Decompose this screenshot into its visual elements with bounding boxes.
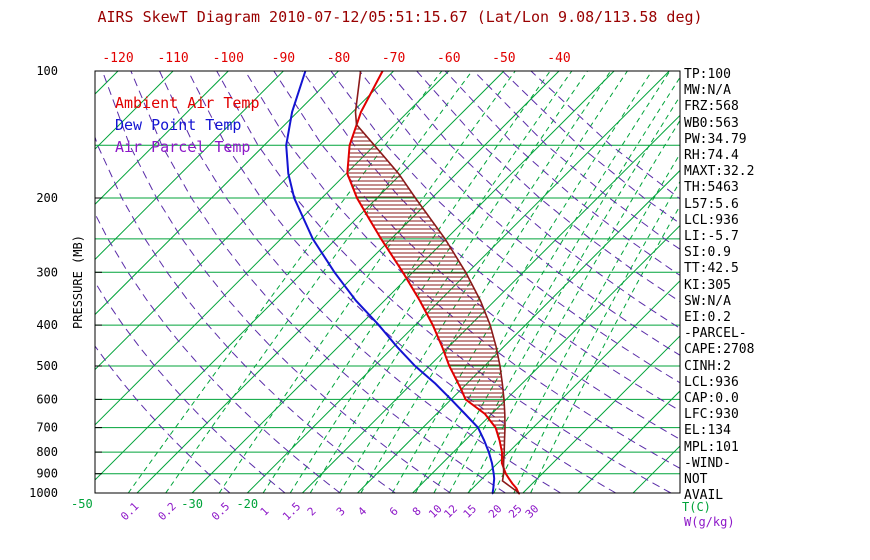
- top-temp-tick-label: -60: [437, 51, 460, 66]
- sounding-index-8: L57:5.6: [684, 196, 739, 212]
- bottom-temp-tick-labels: -50 -30 -20: [71, 497, 258, 511]
- parcel-temp-curve: [354, 70, 521, 495]
- pressure-tick-label: 300: [36, 265, 58, 279]
- sounding-index-21: LFC:930: [684, 407, 739, 423]
- dewpoint-curve: [285, 70, 496, 495]
- indices-panel: TP:100 MW:N/A FRZ:568 WB0:563 PW:34.79 RH:74.…: [684, 67, 754, 504]
- top-temp-tick-label: -80: [327, 51, 350, 66]
- mixing-ratio-tick-label: 1: [258, 505, 272, 519]
- sounding-index-6: MAXT:32.2: [684, 164, 755, 180]
- sounding-index-15: EI:0.2: [684, 310, 731, 326]
- sounding-index-7: TH:5463: [684, 180, 739, 196]
- sounding-index-5: RH:74.4: [684, 148, 739, 164]
- top-temp-tick-labels: -120 -110 -100 -90 -80 -70 -60 -50 -40: [102, 51, 570, 66]
- mixing-ratio-tick-label: 30: [523, 502, 542, 521]
- sounding-index-19: LCL:936: [684, 374, 739, 390]
- sounding-index-3: WB0:563: [684, 115, 739, 131]
- bottom-temp-tick-label: -30: [181, 497, 203, 511]
- top-temp-tick-label: -90: [272, 51, 295, 66]
- chart-title: AIRS SkewT Diagram 2010-07-12/05:51:15.6…: [97, 8, 703, 26]
- top-temp-tick-label: -50: [492, 51, 515, 66]
- sounding-index-2: FRZ:568: [684, 99, 739, 115]
- sounding-index-11: SI:0.9: [684, 245, 731, 261]
- sounding-index-20: CAP:0.0: [684, 391, 739, 407]
- ambient-temp-curve: [346, 70, 521, 495]
- sounding-index-26: AVAIL: [684, 488, 724, 504]
- mixing-ratio-tick-label: 2: [305, 505, 319, 519]
- top-temp-tick-label: -100: [213, 51, 244, 66]
- top-temp-tick-label: -110: [157, 51, 188, 66]
- mixing-ratio-tick-label: 0.2: [156, 500, 179, 523]
- plot-frame: [94, 70, 681, 494]
- sounding-index-16: -PARCEL-: [684, 326, 747, 342]
- mixing-unit-label: W(g/kg): [684, 515, 735, 529]
- mixing-ratio-tick-label: 15: [461, 502, 480, 521]
- sounding-index-13: KI:305: [684, 277, 731, 293]
- legend: Ambient Air Temp Dew Point Temp Air Parcel…: [115, 92, 260, 158]
- sounding-index-23: MPL:101: [684, 439, 739, 455]
- sounding-index-14: SW:N/A: [684, 293, 731, 309]
- top-temp-tick-label: -70: [382, 51, 405, 66]
- pressure-tick-label: 800: [36, 445, 58, 459]
- sounding-index-9: LCL:936: [684, 212, 739, 228]
- pressure-tick-label: 600: [36, 392, 58, 406]
- sounding-index-17: CAPE:2708: [684, 342, 755, 358]
- legend-item-dew-point-temp: Dew Point Temp: [115, 116, 242, 134]
- mixing-ratio-tick-label: 0.1: [118, 500, 141, 523]
- top-temp-tick-label: -120: [102, 51, 133, 66]
- sounding-index-10: LI:-5.7: [684, 229, 739, 245]
- mixing-ratio-tick-label: 0.5: [209, 500, 232, 523]
- mixing-ratio-tick-label: 8: [410, 505, 424, 519]
- mixing-ratio-tick-label: 1.5: [280, 500, 303, 523]
- legend-item-air-parcel-temp: Air Parcel Temp: [115, 138, 251, 156]
- sounding-index-4: PW:34.79: [684, 131, 747, 147]
- mixing-ratio-tick-label: 3: [334, 505, 348, 519]
- temp-unit-label: T(C): [682, 500, 711, 514]
- sounding-index-0: TP:100: [684, 67, 731, 82]
- mixing-ratio-tick-label: 20: [486, 502, 505, 521]
- sounding-index-22: EL:134: [684, 423, 731, 439]
- pressure-tick-label: 1000: [29, 486, 58, 500]
- pressure-tick-label: 200: [36, 191, 58, 205]
- pressure-tick-label: 400: [36, 318, 58, 332]
- pressure-tick-label: 100: [36, 64, 58, 78]
- pressure-tick-label: 700: [36, 421, 58, 435]
- sounding-index-1: MW:N/A: [684, 83, 731, 99]
- bottom-temp-tick-label: -20: [236, 497, 258, 511]
- pressure-tick-labels: 100 200 300 400 500 600 700 800 900 1000: [29, 64, 102, 500]
- cape-hatch-area: [347, 128, 505, 466]
- pressure-axis-label: PRESSURE (MB): [71, 235, 85, 329]
- top-temp-tick-label: -40: [547, 51, 570, 66]
- dry-adiabat-lines: [95, 70, 680, 494]
- mixing-ratio-tick-label: 12: [441, 502, 460, 521]
- sounding-index-12: TT:42.5: [684, 261, 739, 277]
- legend-item-ambient-air-temp: Ambient Air Temp: [115, 94, 260, 112]
- pressure-tick-label: 900: [36, 467, 58, 481]
- sounding-index-24: -WIND-: [684, 455, 731, 471]
- sounding-index-25: NOT: [684, 472, 708, 488]
- mixing-ratio-tick-label: 4: [355, 504, 369, 518]
- bottom-temp-tick-label: -50: [71, 497, 93, 511]
- mixing-ratio-tick-label: 6: [387, 505, 401, 519]
- pressure-tick-label: 500: [36, 359, 58, 373]
- sounding-index-18: CINH:2: [684, 358, 731, 374]
